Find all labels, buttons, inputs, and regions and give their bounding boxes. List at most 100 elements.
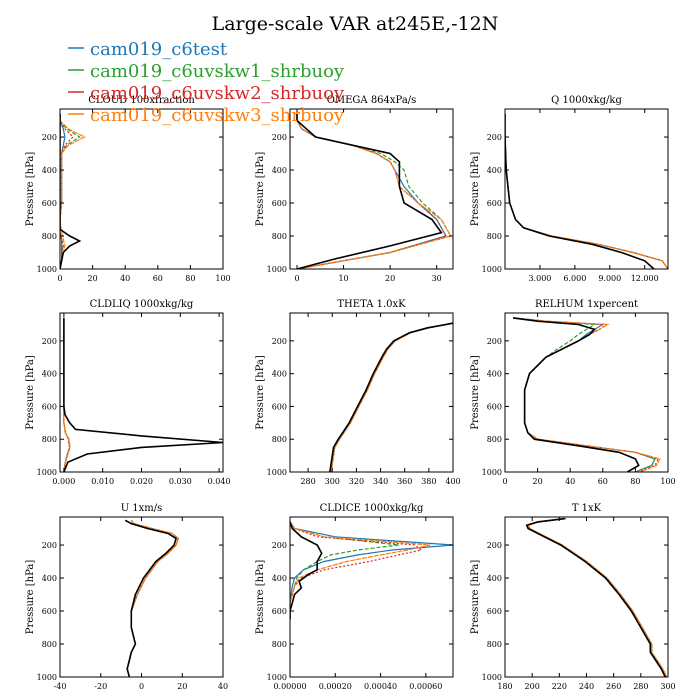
y-tick-label: 200 <box>42 337 57 346</box>
x-tick-label: 200 <box>525 682 540 691</box>
y-tick-label: 200 <box>487 133 502 142</box>
reference-line <box>505 113 655 269</box>
legend-label: cam019_c6uvskw1_shrbuoy <box>90 61 345 82</box>
panel-title: RELHUM 1xpercent <box>535 299 638 310</box>
plot-frame <box>289 312 454 473</box>
plot-frame <box>289 516 454 678</box>
x-tick-label: 0.00000 <box>273 682 306 691</box>
y-tick-label: 1000 <box>37 468 57 477</box>
y-axis-label: Pressure [hPa] <box>255 152 266 227</box>
y-tick-label: 400 <box>487 370 502 379</box>
y-tick-label: 200 <box>272 133 287 142</box>
series-line <box>296 113 452 269</box>
y-tick-label: 400 <box>272 574 287 583</box>
x-tick-label: 0.00040 <box>364 682 397 691</box>
series-line <box>505 113 668 269</box>
series-line <box>296 113 452 269</box>
x-tick-label: 220 <box>552 682 567 691</box>
x-tick-label: 340 <box>373 477 388 486</box>
panel-title: CLOUD 100xfraction <box>88 95 195 106</box>
y-tick-label: 1000 <box>267 265 287 274</box>
x-tick-label: 0.00020 <box>319 682 352 691</box>
x-tick-label: 40 <box>565 477 575 486</box>
panel-title: CLDLIQ 1000xkg/kg <box>90 299 194 310</box>
x-tick-label: 0 <box>139 682 144 691</box>
y-tick-label: 200 <box>272 541 287 550</box>
series-line <box>290 521 399 620</box>
series-line <box>126 519 179 677</box>
y-tick-label: 200 <box>42 133 57 142</box>
x-tick-label: 100 <box>215 274 230 283</box>
series-line <box>505 113 668 269</box>
series-line <box>505 113 668 269</box>
series-line <box>290 521 423 620</box>
reference-line <box>124 519 178 677</box>
y-tick-label: 600 <box>272 199 287 208</box>
x-tick-label: 20 <box>385 274 395 283</box>
series-line <box>63 317 71 472</box>
x-tick-label: 260 <box>606 682 621 691</box>
plot-frame <box>289 108 454 270</box>
x-tick-label: 180 <box>497 682 512 691</box>
y-tick-label: 1000 <box>37 673 57 682</box>
series-line <box>527 518 668 677</box>
y-tick-label: 600 <box>487 607 502 616</box>
reference-line <box>63 317 223 472</box>
legend-label: cam019_c6test <box>90 39 228 60</box>
y-tick-label: 800 <box>272 435 287 444</box>
y-tick-label: 800 <box>272 640 287 649</box>
reference-line <box>512 317 640 472</box>
x-tick-label: 60 <box>598 477 608 486</box>
x-tick-label: 360 <box>397 477 412 486</box>
x-tick-label: 380 <box>421 477 436 486</box>
x-tick-label: 60 <box>153 274 163 283</box>
y-tick-label: 600 <box>487 402 502 411</box>
reference-line <box>60 113 82 269</box>
y-tick-label: 400 <box>42 574 57 583</box>
y-axis-label: Pressure [hPa] <box>255 560 266 635</box>
y-tick-label: 200 <box>272 337 287 346</box>
series-line <box>513 317 661 472</box>
x-tick-label: 320 <box>349 477 364 486</box>
x-tick-label: 20 <box>88 274 98 283</box>
y-tick-label: 600 <box>42 607 57 616</box>
y-axis-label: Pressure [hPa] <box>470 152 481 227</box>
x-tick-label: 0.030 <box>169 477 192 486</box>
x-tick-label: 280 <box>300 477 315 486</box>
x-tick-label: 300 <box>660 682 675 691</box>
legend: cam019_c6test cam019_c6uvskw1_shrbuoy ca… <box>68 39 345 126</box>
y-axis-label: Pressure [hPa] <box>25 152 36 227</box>
x-tick-label: 0 <box>294 274 299 283</box>
y-tick-label: 800 <box>272 232 287 241</box>
y-tick-label: 400 <box>487 574 502 583</box>
y-tick-label: 1000 <box>482 265 502 274</box>
x-tick-label: 80 <box>630 477 640 486</box>
series-line <box>330 322 453 472</box>
x-tick-label: 100 <box>660 477 675 486</box>
series-line <box>513 317 656 472</box>
x-tick-label: 10 <box>338 274 348 283</box>
x-tick-label: 0.000 <box>52 477 75 486</box>
panel: CLDLIQ 1000xkg/kg Pressure [hPa] 200 400 600… <box>25 299 231 486</box>
panel: CLDICE 1000xkg/kg Pressure [hPa] 200 400 600… <box>255 503 454 691</box>
legend-entry: cam019_c6test <box>68 39 228 60</box>
legend-label: cam019_c6uvskw3_shrbuoy <box>90 105 345 126</box>
y-tick-label: 600 <box>487 199 502 208</box>
x-tick-label: 20 <box>177 682 187 691</box>
legend-entry: cam019_c6uvskw3_shrbuoy <box>68 105 345 126</box>
x-tick-label: 0.020 <box>130 477 153 486</box>
plot-frame <box>504 516 669 678</box>
plot-frame <box>504 312 669 473</box>
y-axis-label: Pressure [hPa] <box>470 560 481 635</box>
panel: Q 1000xkg/kg Pressure [hPa] 200 400 600 800 10… <box>470 95 669 283</box>
series-line <box>505 113 668 269</box>
series-line <box>60 113 86 269</box>
x-tick-label: -40 <box>54 682 67 691</box>
y-tick-label: 800 <box>42 232 57 241</box>
